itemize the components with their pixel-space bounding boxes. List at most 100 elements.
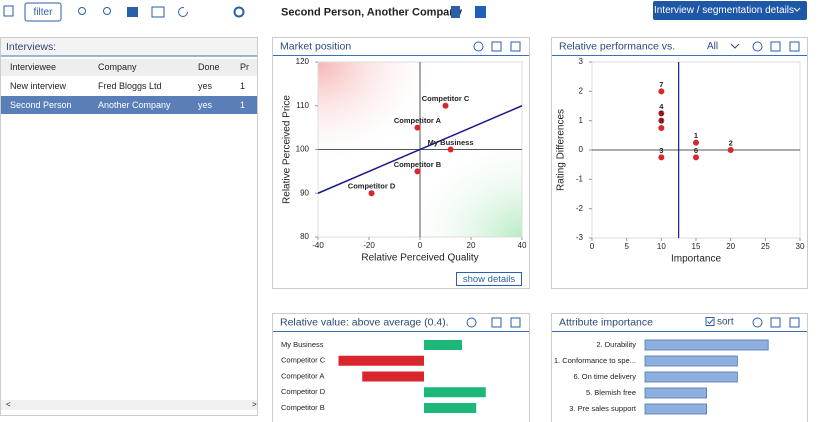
scroll-right[interactable]: >: [252, 400, 257, 409]
cell: yes: [198, 100, 213, 110]
copy-icon[interactable]: [770, 317, 781, 328]
bar: [644, 371, 738, 383]
panel-title: Relative value: above average (0.4).: [280, 316, 449, 328]
bar-label: Competitor C: [281, 356, 326, 365]
cell: 1: [240, 100, 245, 110]
bar-label: 2. Durability: [596, 340, 636, 349]
bar-label: Competitor A: [281, 371, 324, 380]
copy-icon[interactable]: [491, 317, 502, 328]
expand-icon[interactable]: [510, 317, 521, 328]
point-label: 1: [694, 131, 698, 140]
copy-icon[interactable]: [770, 41, 781, 52]
bar-label: Competitor D: [281, 387, 326, 396]
bar: [424, 387, 486, 398]
expand-icon[interactable]: [789, 317, 800, 328]
data-point: [658, 125, 665, 131]
data-point: [447, 146, 454, 153]
column-header: Done: [198, 62, 220, 72]
point-label: 8: [659, 116, 663, 125]
y-tick-label: 2: [579, 86, 584, 95]
add-user-icon[interactable]: [78, 7, 86, 15]
y-axis-label: Relative Perceived Price: [282, 95, 293, 204]
help-icon[interactable]: [466, 317, 477, 328]
point-label: 7: [659, 80, 663, 89]
help-icon[interactable]: [473, 41, 484, 52]
x-axis-label: Relative Perceived Quality: [361, 253, 478, 264]
bar: [644, 387, 707, 399]
details-button[interactable]: [653, 1, 807, 20]
help-icon[interactable]: [752, 41, 763, 52]
calendar-icon[interactable]: [127, 7, 138, 17]
table-row[interactable]: [1, 96, 257, 114]
dropdown-caret[interactable]: [730, 43, 740, 49]
scrollbar[interactable]: [1, 400, 257, 410]
bar-label: My Business: [281, 340, 324, 349]
bar-label: 3. Pre sales support: [569, 404, 637, 413]
bar: [644, 403, 707, 415]
help-icon[interactable]: [752, 317, 763, 328]
filter-button[interactable]: [24, 2, 62, 22]
x-tick-label: 20: [726, 242, 735, 251]
refresh-icon[interactable]: [178, 7, 188, 17]
remove-user-icon[interactable]: [103, 7, 111, 15]
x-tick-label: 0: [418, 241, 423, 250]
show-details-button[interactable]: [456, 272, 522, 286]
point-label: 6: [694, 146, 698, 155]
data-point: [368, 190, 375, 197]
data-point: [693, 154, 699, 161]
data-point: [414, 124, 421, 131]
point-label: 2: [729, 138, 733, 147]
x-tick-label: 20: [467, 241, 476, 250]
cell: yes: [198, 81, 213, 91]
page-title: Second Person, Another Company: [281, 6, 463, 18]
data-point: [658, 110, 665, 117]
scroll-left[interactable]: <: [6, 400, 11, 409]
excel-icon[interactable]: [475, 6, 486, 18]
point-label: My Business: [428, 138, 474, 147]
column-header: Company: [98, 62, 137, 72]
data-point: [658, 154, 665, 161]
x-axis-label: Importance: [671, 254, 721, 265]
cell: Fred Bloggs Ltd: [98, 81, 162, 91]
table-row[interactable]: [1, 77, 257, 95]
y-tick-label: 0: [579, 145, 584, 154]
data-point: [414, 168, 421, 175]
copy-icon[interactable]: [3, 5, 14, 17]
column-header: Pr: [240, 62, 249, 72]
details-label: Interview / segmentation details: [654, 5, 794, 16]
point-label: Competitor C: [422, 94, 470, 103]
point-label: 4: [659, 102, 664, 111]
cell: Another Company: [98, 100, 171, 110]
bar-label: 1. Conformance to spe...: [554, 356, 636, 365]
data-point: [693, 139, 699, 146]
sort-checkbox[interactable]: [705, 317, 715, 326]
image-icon[interactable]: [151, 6, 165, 18]
filter-dropdown[interactable]: All: [707, 41, 718, 52]
point-label: Competitor D: [348, 182, 396, 191]
data-point: [658, 88, 665, 95]
table-header: [1, 59, 257, 76]
bar: [644, 339, 769, 351]
panel-title: Interviews:: [6, 41, 56, 53]
column-header: Interviewee: [10, 62, 56, 72]
export-icon[interactable]: [451, 6, 460, 18]
y-tick-label: 1: [579, 116, 584, 125]
caret: [793, 7, 801, 12]
show-details-label: show details: [463, 274, 516, 285]
copy-icon[interactable]: [491, 41, 502, 52]
bar-label: 5. Blemish free: [586, 388, 636, 397]
y-tick-label: -1: [576, 174, 584, 183]
y-tick-label: 100: [296, 145, 310, 154]
settings-icon[interactable]: [233, 6, 245, 18]
expand-icon[interactable]: [510, 41, 521, 52]
panel-header: [1, 38, 257, 56]
x-tick-label: -20: [363, 241, 375, 250]
y-tick-label: 90: [300, 188, 309, 197]
y-axis-label: Rating Differences: [556, 109, 567, 191]
bar: [424, 403, 477, 413]
y-tick-label: 110: [296, 101, 309, 110]
bar: [644, 355, 738, 367]
expand-icon[interactable]: [789, 41, 800, 52]
panel-title: Relative performance vs.: [559, 40, 675, 52]
